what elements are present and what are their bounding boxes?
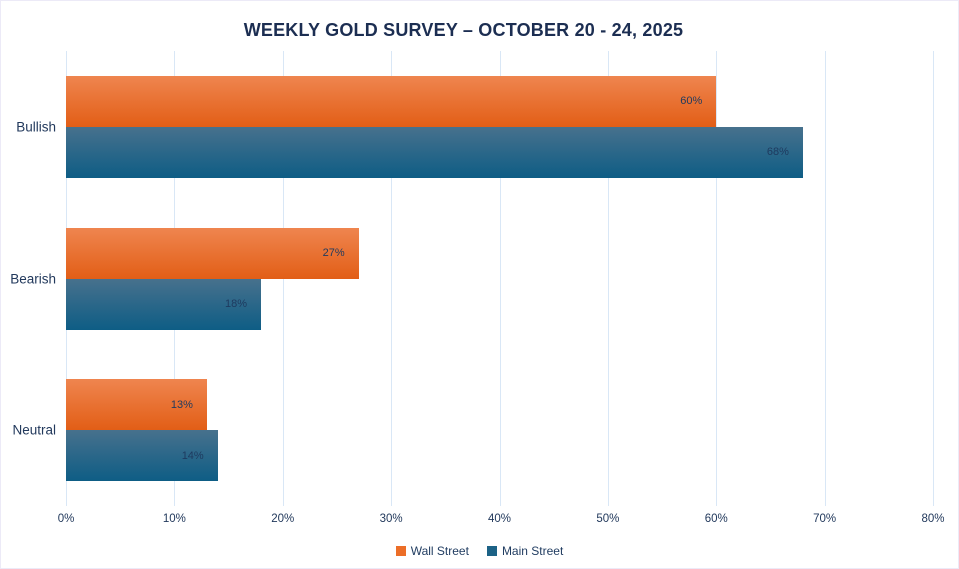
category-label-neutral: Neutral [12, 422, 56, 438]
plot-area: 60% 68% 27% 18% 13% 14% [66, 51, 934, 506]
legend-swatch-icon [486, 546, 497, 556]
legend-item-wall-street: Wall Street [395, 544, 469, 558]
x-axis-tick-label: 0% [57, 513, 75, 525]
legend-swatch-icon [395, 546, 406, 556]
bar-value-label: 14% [181, 449, 204, 462]
legend-label: Main Street [501, 544, 564, 558]
gridline [499, 51, 501, 506]
bar-value-label: 18% [225, 298, 248, 310]
bar-main-street-bearish: 18% [66, 278, 262, 330]
x-axis-tick-label: 30% [379, 513, 403, 525]
category-label-bullish: Bullish [16, 119, 56, 135]
gridline [824, 51, 826, 506]
gridline [933, 51, 934, 506]
x-axis-tick-label: 60% [704, 513, 728, 525]
bar-main-street-neutral: 14% [66, 430, 218, 482]
category-label-bearish: Bearish [10, 271, 56, 286]
bar-wall-street-bullish: 60% [66, 75, 717, 127]
x-axis-tick-label: 70% [813, 513, 837, 525]
x-axis-tick-label: 10% [162, 513, 186, 525]
chart-title: WEEKLY GOLD SURVEY – OCTOBER 20 - 24, 20… [243, 20, 684, 40]
bar-wall-street-neutral: 13% [66, 379, 207, 431]
bar-wall-street-bearish: 27% [66, 227, 359, 279]
bar-value-label: 68% [766, 146, 789, 159]
bar-value-label: 13% [170, 398, 193, 411]
x-axis-tick-label: 40% [487, 513, 512, 525]
legend-item-main-street: Main Street [486, 544, 564, 558]
gridline [282, 51, 284, 506]
legend-label: Wall Street [410, 544, 469, 558]
x-axis-tick-label: 50% [596, 513, 620, 525]
bar-value-label: 60% [680, 95, 703, 108]
legend: Wall Street Main Street [1, 544, 958, 558]
bar-value-label: 27% [322, 247, 345, 259]
x-axis-tick-label: 20% [271, 513, 295, 525]
gridline [391, 51, 393, 506]
bar-main-street-bullish: 68% [66, 126, 803, 178]
gridline [716, 51, 718, 506]
gridline [607, 51, 609, 506]
x-axis-tick-label: 80% [921, 513, 945, 525]
